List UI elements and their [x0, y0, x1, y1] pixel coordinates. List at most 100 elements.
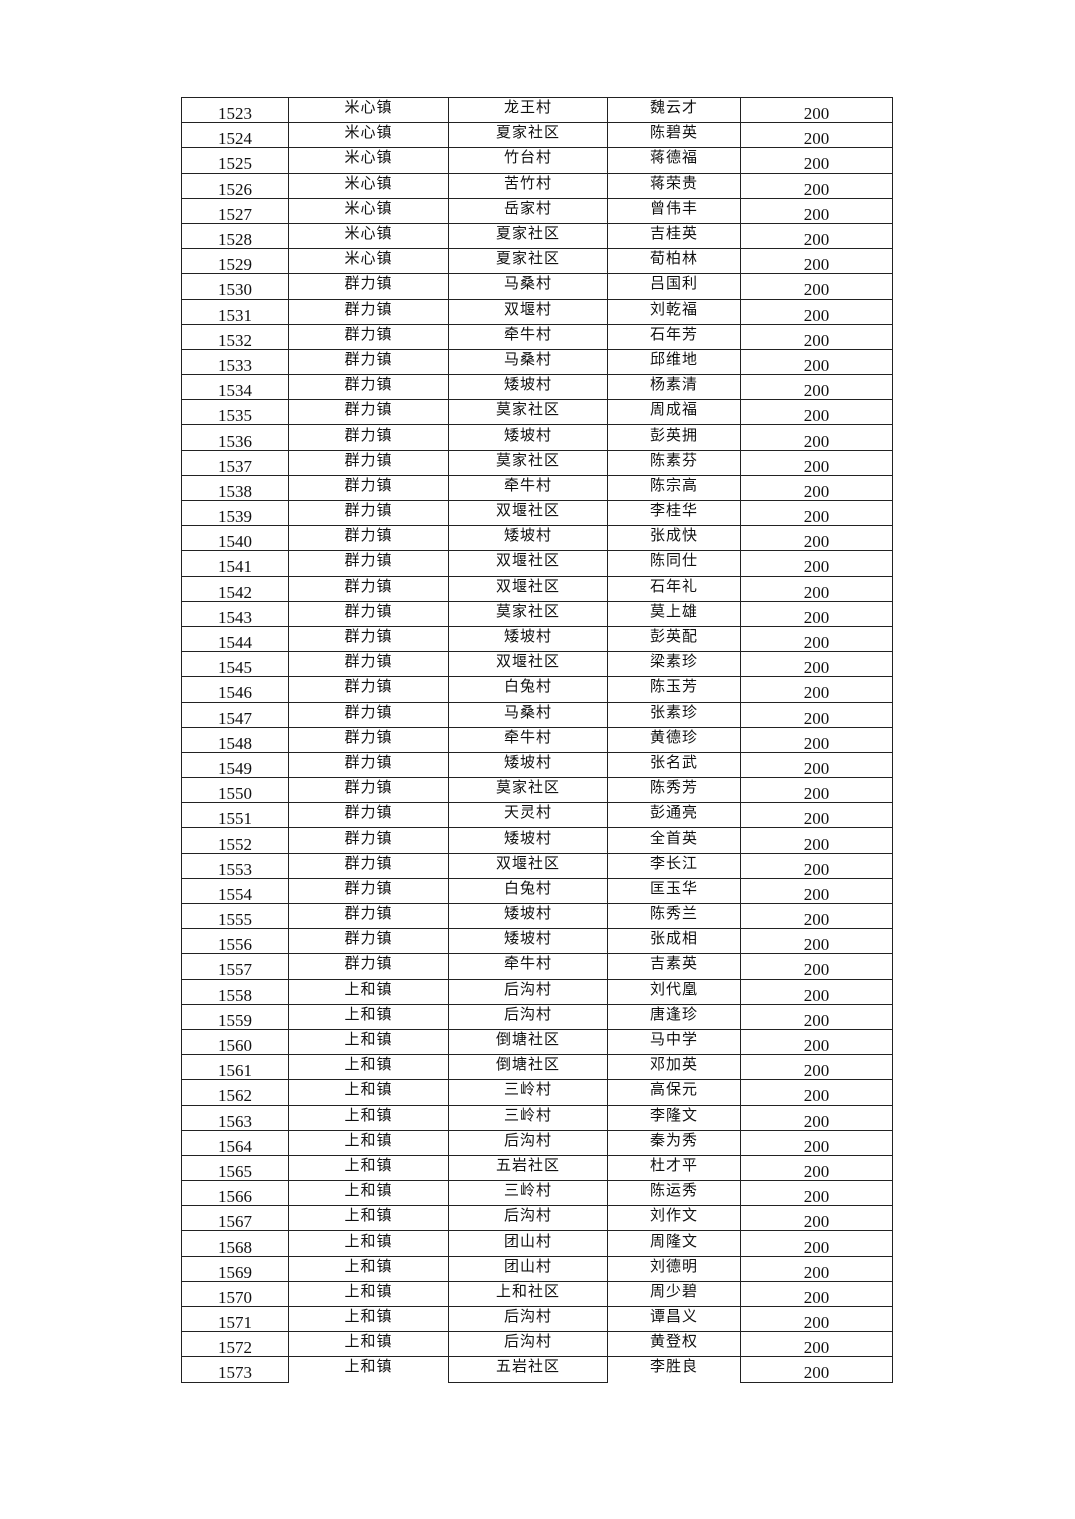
amount-cell: 200 [740, 1028, 893, 1056]
amount-cell: 200 [740, 273, 893, 300]
amount-cell: 200 [740, 625, 893, 653]
amount-cell: 200 [740, 1003, 893, 1030]
amount-cell: 200 [740, 550, 893, 577]
town-cell: 上和镇 [288, 978, 449, 1005]
person-name-cell: 陈宗高 [607, 474, 741, 502]
table-row: 1563 上和镇 三岭村 李隆文 200 [181, 1104, 893, 1131]
table-row: 1546 群力镇 白兔村 陈玉芳 200 [181, 676, 893, 703]
person-name-cell: 蒋德福 [607, 147, 741, 174]
town-cell: 上和镇 [288, 1230, 449, 1257]
row-number-cell: 1568 [181, 1230, 289, 1257]
person-name-cell: 张成快 [607, 525, 741, 552]
village-cell: 莫家社区 [448, 600, 608, 627]
town-cell: 群力镇 [288, 575, 449, 602]
table-row: 1549 群力镇 矮坡村 张名武 200 [181, 751, 893, 779]
person-name-cell: 陈碧英 [607, 122, 741, 149]
person-name-cell: 陈秀兰 [607, 902, 741, 930]
row-number-cell: 1550 [181, 777, 289, 804]
town-cell: 群力镇 [288, 323, 449, 350]
town-cell: 上和镇 [288, 1028, 449, 1056]
row-number-cell: 1569 [181, 1255, 289, 1282]
village-cell: 双堰社区 [448, 575, 608, 602]
amount-cell: 200 [740, 1079, 893, 1106]
town-cell: 米心镇 [288, 122, 449, 149]
person-name-cell: 陈秀芳 [607, 777, 741, 804]
amount-cell: 200 [740, 323, 893, 350]
amount-cell: 200 [740, 1054, 893, 1081]
person-name-cell: 张成相 [607, 928, 741, 955]
village-cell: 牵牛村 [448, 474, 608, 502]
row-number-cell: 1561 [181, 1054, 289, 1081]
table-row: 1528 米心镇 夏家社区 吉桂英 200 [181, 222, 893, 250]
amount-cell: 200 [740, 525, 893, 552]
town-cell: 上和镇 [288, 1331, 449, 1358]
person-name-cell: 刘德明 [607, 1255, 741, 1282]
person-name-cell: 陈素芬 [607, 449, 741, 476]
person-name-cell: 荀柏林 [607, 248, 741, 275]
town-cell: 群力镇 [288, 625, 449, 653]
village-cell: 矮坡村 [448, 525, 608, 552]
village-cell: 马桑村 [448, 273, 608, 300]
town-cell: 上和镇 [288, 1205, 449, 1232]
town-cell: 群力镇 [288, 902, 449, 930]
table-row: 1531 群力镇 双堰村 刘乾福 200 [181, 298, 893, 325]
row-number-cell: 1556 [181, 928, 289, 955]
village-cell: 双堰社区 [448, 550, 608, 577]
person-name-cell: 李胜良 [607, 1356, 741, 1383]
row-number-cell: 1544 [181, 625, 289, 653]
person-name-cell: 杜才平 [607, 1154, 741, 1182]
person-name-cell: 李隆文 [607, 1104, 741, 1131]
amount-cell: 200 [740, 1230, 893, 1257]
town-cell: 群力镇 [288, 701, 449, 728]
village-cell: 矮坡村 [448, 827, 608, 854]
table-row: 1565 上和镇 五岩社区 杜才平 200 [181, 1154, 893, 1182]
town-cell: 上和镇 [288, 1356, 449, 1383]
person-name-cell: 魏云才 [607, 96, 741, 124]
table-row: 1551 群力镇 天灵村 彭通亮 200 [181, 802, 893, 829]
amount-cell: 200 [740, 802, 893, 829]
village-cell: 后沟村 [448, 1003, 608, 1030]
row-number-cell: 1564 [181, 1129, 289, 1156]
row-number-cell: 1563 [181, 1104, 289, 1131]
town-cell: 群力镇 [288, 726, 449, 753]
person-name-cell: 曾伟丰 [607, 197, 741, 224]
village-cell: 莫家社区 [448, 449, 608, 476]
table-row: 1556 群力镇 矮坡村 张成相 200 [181, 928, 893, 955]
table-row: 1536 群力镇 矮坡村 彭英拥 200 [181, 424, 893, 451]
village-cell: 夏家社区 [448, 248, 608, 275]
person-name-cell: 高保元 [607, 1079, 741, 1106]
person-name-cell: 邓加英 [607, 1054, 741, 1081]
table-row: 1533 群力镇 马桑村 邱维地 200 [181, 348, 893, 376]
town-cell: 群力镇 [288, 474, 449, 502]
village-cell: 矮坡村 [448, 625, 608, 653]
village-cell: 天灵村 [448, 802, 608, 829]
town-cell: 上和镇 [288, 1180, 449, 1207]
person-name-cell: 吉素英 [607, 953, 741, 980]
row-number-cell: 1538 [181, 474, 289, 502]
amount-cell: 200 [740, 1356, 893, 1383]
row-number-cell: 1559 [181, 1003, 289, 1030]
row-number-cell: 1537 [181, 449, 289, 476]
town-cell: 上和镇 [288, 1054, 449, 1081]
amount-cell: 200 [740, 374, 893, 401]
row-number-cell: 1539 [181, 499, 289, 527]
amount-cell: 200 [740, 1129, 893, 1156]
table-row: 1571 上和镇 后沟村 谭昌义 200 [181, 1305, 893, 1333]
amount-cell: 200 [740, 197, 893, 224]
amount-cell: 200 [740, 1205, 893, 1232]
town-cell: 上和镇 [288, 1003, 449, 1030]
table-row: 1567 上和镇 后沟村 刘作文 200 [181, 1205, 893, 1232]
town-cell: 米心镇 [288, 197, 449, 224]
table-row: 1562 上和镇 三岭村 高保元 200 [181, 1079, 893, 1106]
row-number-cell: 1555 [181, 902, 289, 930]
person-name-cell: 刘代凰 [607, 978, 741, 1005]
village-cell: 后沟村 [448, 1305, 608, 1333]
village-cell: 后沟村 [448, 1129, 608, 1156]
row-number-cell: 1526 [181, 172, 289, 199]
town-cell: 群力镇 [288, 348, 449, 376]
person-name-cell: 陈运秀 [607, 1180, 741, 1207]
row-number-cell: 1567 [181, 1205, 289, 1232]
village-cell: 龙王村 [448, 96, 608, 124]
table-row: 1566 上和镇 三岭村 陈运秀 200 [181, 1180, 893, 1207]
amount-cell: 200 [740, 348, 893, 376]
